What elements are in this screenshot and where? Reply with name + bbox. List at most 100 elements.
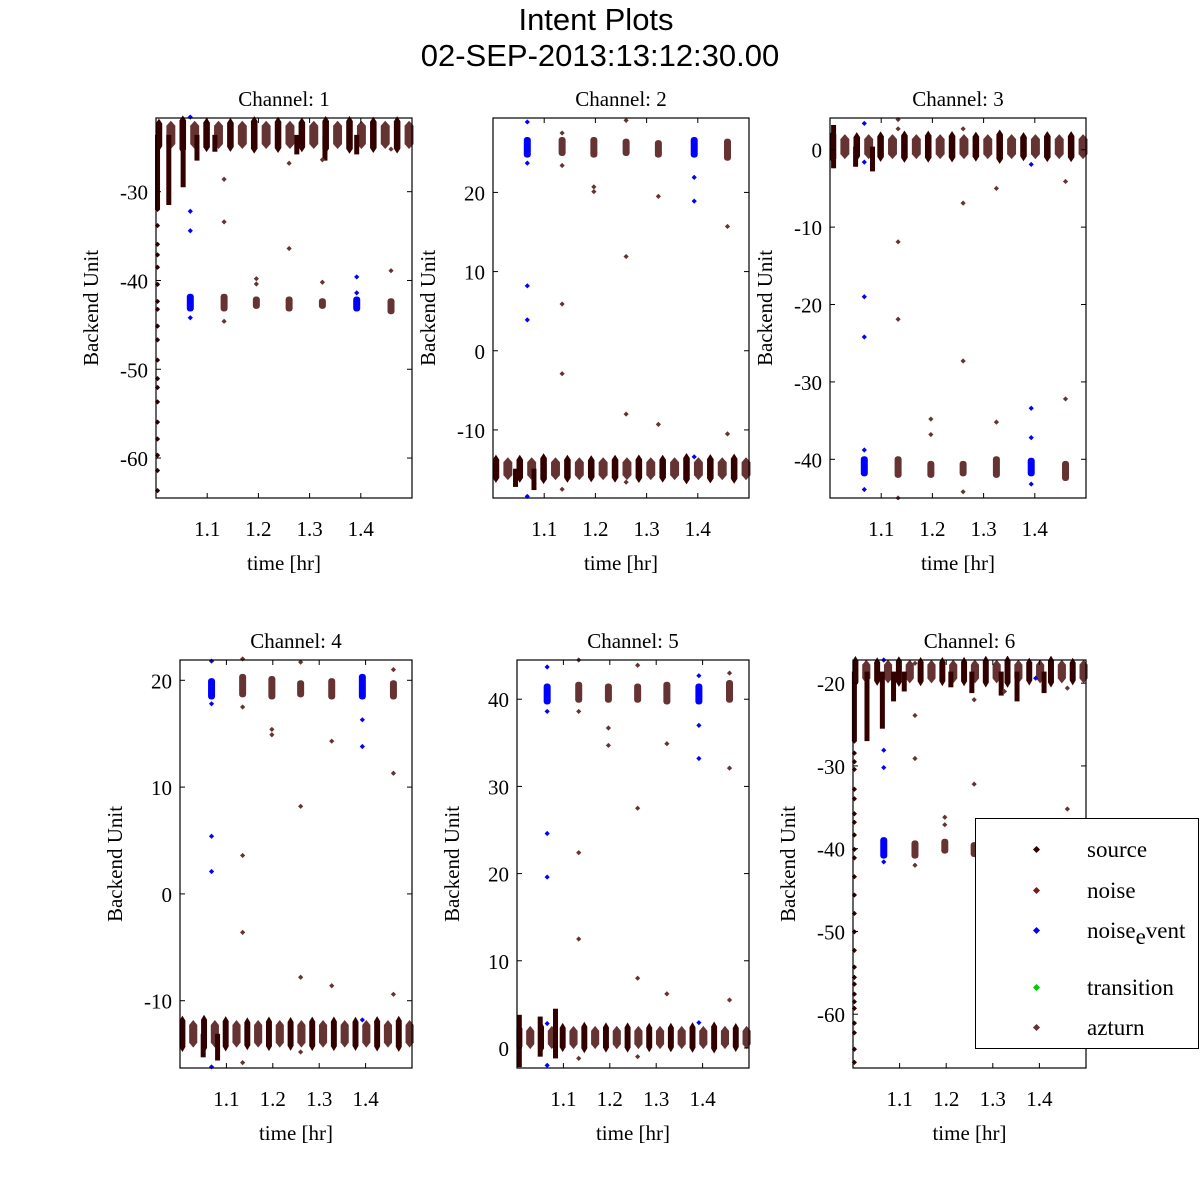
source-column	[166, 134, 172, 206]
azturn-point	[1064, 685, 1070, 691]
azturn-band-segment	[383, 1020, 393, 1048]
azturn-point	[559, 301, 565, 307]
azturn-point	[928, 416, 934, 422]
subplot-title: Channel: 3	[912, 87, 1004, 111]
subplot-title: Channel: 2	[575, 87, 667, 111]
azturn-band-segment	[526, 1025, 535, 1050]
source-band-segment	[587, 455, 595, 483]
azturn-point	[605, 725, 612, 731]
azturn-band-segment	[1054, 134, 1064, 160]
source-band-segment	[972, 131, 980, 162]
noise-event-point	[524, 283, 530, 289]
azturn-band-segment	[655, 1025, 665, 1050]
legend-label: azturn	[1087, 1015, 1144, 1041]
x-tick-label: 1.2	[582, 517, 608, 541]
azturn-point	[390, 667, 397, 673]
x-axis-label: time [hr]	[584, 551, 658, 575]
source-column	[851, 671, 857, 742]
y-tick-label: 20	[151, 669, 172, 693]
azturn-point	[971, 697, 977, 703]
source-column	[155, 134, 161, 210]
y-tick-label: 20	[488, 863, 509, 887]
x-tick-label: 1.4	[1022, 517, 1049, 541]
noise-event-point	[524, 317, 530, 323]
legend-label-text: transition	[1087, 975, 1174, 1000]
azturn-point	[269, 732, 275, 738]
azturn-point	[971, 781, 977, 787]
source-column	[215, 1033, 221, 1061]
noise-event-point	[544, 1020, 550, 1027]
noise-event-point	[359, 1017, 365, 1023]
source-band-segment	[917, 656, 924, 687]
azturn-cluster	[663, 681, 671, 705]
x-tick-label: 1.4	[352, 1087, 379, 1111]
azturn-point	[912, 712, 918, 719]
azturn-band-segment	[883, 659, 893, 684]
azturn-point	[559, 486, 565, 492]
azturn-marker-icon	[1032, 1023, 1041, 1032]
azturn-band-segment	[693, 457, 703, 481]
noise-event-cluster	[695, 683, 703, 705]
noise-event-point	[187, 208, 193, 214]
azturn-cluster	[387, 298, 395, 315]
azturn-point	[240, 1060, 246, 1066]
azturn-point	[726, 670, 733, 676]
x-tick-label: 1.3	[633, 517, 659, 541]
source-band-segment	[274, 116, 282, 153]
source-band-segment	[602, 1022, 609, 1053]
azturn-cluster	[590, 137, 598, 158]
x-tick-label: 1.3	[980, 1087, 1006, 1111]
azturn-band-segment	[888, 134, 897, 160]
axes-frame	[829, 117, 1087, 499]
subplot-channel-6: 1.1 1.2 1.3 1.4 -20 -30 -40 -50 -60 Channel: 6 tim…	[776, 629, 1088, 1145]
y-tick-label: -10	[794, 216, 822, 240]
azturn-cluster	[285, 296, 293, 312]
noise-event-point	[544, 1062, 550, 1068]
azturn-band-segment	[318, 1020, 328, 1048]
y-axis-label: Backend Unit	[103, 806, 127, 922]
azturn-point	[576, 936, 582, 942]
azturn-point	[895, 126, 901, 132]
legend: source noise noiseevent transition aztur…	[975, 818, 1199, 1049]
x-tick-label: 1.3	[643, 1087, 669, 1111]
azturn-point	[329, 738, 335, 744]
source-point	[851, 796, 857, 802]
azturn-band-segment	[237, 120, 247, 149]
y-tick-label: 10	[151, 776, 172, 800]
y-tick-label: -20	[794, 294, 822, 318]
azturn-point	[1064, 806, 1070, 812]
legend-label-text: noise	[1087, 878, 1136, 903]
azturn-band-segment	[574, 457, 584, 481]
azturn-point	[664, 741, 670, 747]
noise-event-point	[696, 673, 702, 679]
noise-event-point	[861, 159, 867, 165]
noise-event-point	[691, 174, 697, 180]
y-tick-label: 0	[475, 340, 486, 364]
source-band-segment	[895, 656, 902, 687]
y-tick-label: -50	[817, 920, 845, 944]
axes-frame	[155, 117, 413, 499]
source-point	[851, 738, 857, 744]
azturn-point	[912, 660, 918, 666]
azturn-cluster	[268, 676, 276, 700]
source-column	[969, 671, 975, 694]
azturn-point	[623, 253, 629, 260]
noise-event-point	[359, 743, 365, 750]
azturn-point	[388, 268, 394, 274]
source-point	[851, 811, 857, 817]
azturn-cluster	[252, 296, 260, 309]
legend-item-noise-event: noiseevent	[976, 916, 1198, 949]
source-column	[1014, 671, 1020, 702]
noise-event-point	[354, 274, 360, 280]
azturn-point	[240, 852, 246, 859]
noise-event-cluster	[880, 837, 888, 859]
azturn-cluster	[622, 138, 630, 156]
azturn-band-segment	[189, 1020, 198, 1048]
source-column	[948, 671, 954, 688]
azturn-point	[390, 770, 397, 776]
source-band-segment	[222, 1016, 229, 1052]
azturn-band-segment	[959, 134, 969, 160]
noise-event-point	[1028, 161, 1034, 168]
azturn-point	[286, 245, 292, 252]
